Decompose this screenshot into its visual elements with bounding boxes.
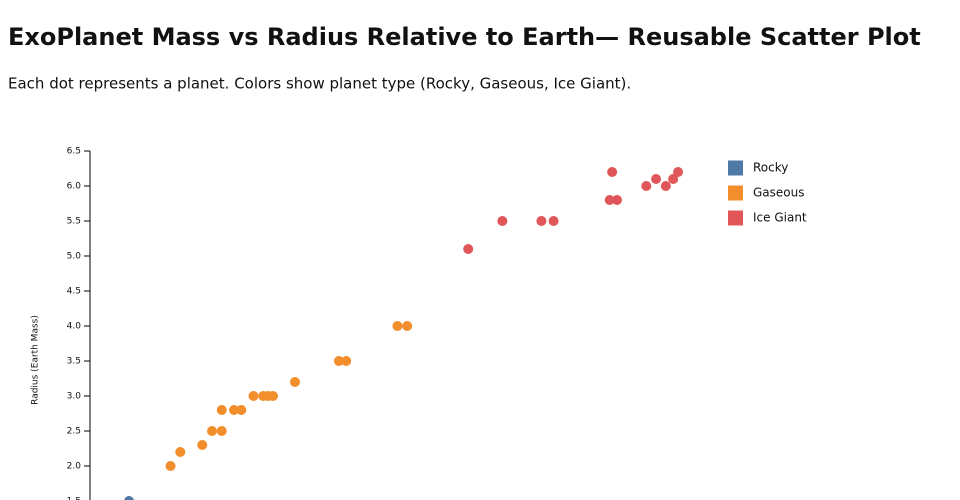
data-point (497, 216, 508, 226)
y-tick-label: 6.0 (67, 182, 82, 192)
y-tick-label: 4.5 (67, 287, 81, 297)
legend-label: Gaseous (753, 186, 805, 200)
y-tick-label: 3.0 (67, 392, 82, 402)
legend-swatch (728, 185, 743, 201)
y-axis-label: Radius (Earth Mass) (31, 315, 41, 405)
data-point (289, 377, 300, 387)
data-point (236, 405, 247, 415)
data-point (463, 244, 474, 254)
y-tick-label: 5.5 (67, 217, 81, 227)
chart-title: ExoPlanet Mass vs Radius Relative to Ear… (8, 23, 921, 51)
data-point (651, 174, 662, 184)
data-point (216, 426, 227, 436)
y-tick-label: 2.0 (67, 462, 82, 472)
legend-swatch (728, 210, 743, 226)
data-point (228, 405, 239, 415)
chart-subtitle: Each dot represents a planet. Colors sho… (8, 75, 631, 93)
data-point (175, 447, 186, 457)
y-tick-label: 2.5 (67, 427, 81, 437)
data-point (612, 195, 623, 205)
legend-swatch (728, 160, 743, 176)
data-point (333, 356, 344, 366)
y-tick-label: 3.5 (67, 357, 81, 367)
data-point (641, 181, 652, 191)
y-tick-label: 4.0 (67, 322, 82, 332)
y-tick-label: 1.5 (67, 497, 81, 500)
data-point (268, 391, 278, 401)
data-point (207, 426, 217, 436)
data-point (536, 216, 547, 226)
data-point (668, 174, 679, 184)
legend-label: Rocky (753, 161, 788, 175)
data-point (402, 321, 413, 331)
data-point (604, 195, 615, 205)
data-point (197, 440, 208, 450)
data-point (607, 167, 618, 177)
legend-label: Ice Giant (753, 211, 807, 225)
data-point (248, 391, 259, 401)
y-tick-label: 5.0 (67, 252, 82, 262)
data-point (165, 461, 176, 471)
data-point (673, 167, 684, 177)
data-point (392, 321, 403, 331)
y-tick-label: 6.5 (67, 147, 81, 157)
data-point (124, 496, 134, 500)
data-point (341, 356, 352, 366)
data-point (660, 181, 671, 191)
data-point (216, 405, 227, 415)
data-point (548, 216, 559, 226)
